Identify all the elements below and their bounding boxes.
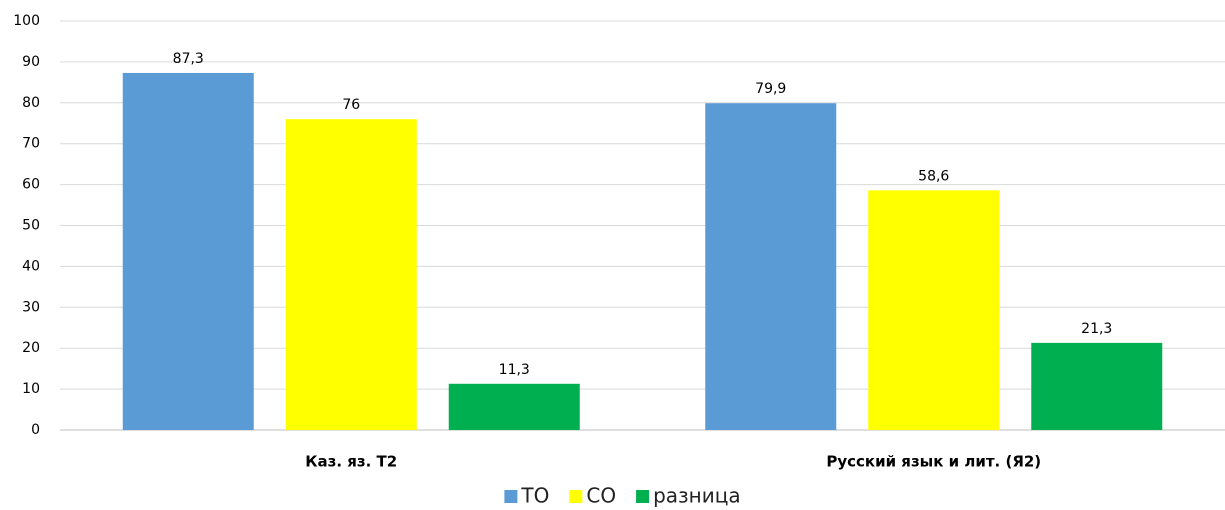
y-tick-label: 50 [22,218,40,234]
bar [285,119,417,430]
y-tick-label: 30 [22,299,40,315]
y-tick-label: 100 [13,13,40,29]
legend-label: ТО [520,484,549,508]
y-tick-label: 90 [22,54,40,70]
legend-swatch [504,490,518,503]
y-tick-label: 60 [22,177,40,193]
legend-label: СО [586,484,616,508]
y-tick-label: 10 [22,381,40,397]
data-label: 21,3 [1081,321,1112,337]
data-label: 11,3 [499,362,530,378]
bar [868,190,1000,430]
bar [122,72,254,431]
y-tick-label: 20 [22,340,40,356]
y-tick-label: 0 [31,422,40,438]
bar [448,383,580,430]
y-tick-label: 70 [22,136,40,152]
data-label: 79,9 [755,81,786,97]
x-tick-label: Русский язык и лит. (Я2) [826,453,1041,471]
y-tick-label: 40 [22,258,40,274]
y-tick-label: 80 [22,95,40,111]
x-tick-label: Каз. яз. Т2 [305,453,397,471]
legend-swatch [636,490,650,503]
data-label: 76 [342,97,360,113]
legend-label: разница [653,484,741,508]
bar [1031,342,1163,430]
legend-swatch [569,490,583,503]
bar [705,103,837,431]
data-label: 87,3 [173,51,204,67]
data-label: 58,6 [918,168,949,184]
